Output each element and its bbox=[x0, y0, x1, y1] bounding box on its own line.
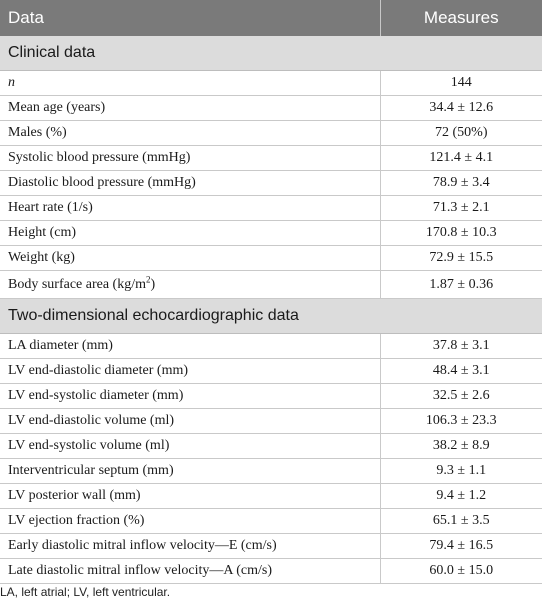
row-label: LV posterior wall (mm) bbox=[0, 483, 381, 509]
table-row: LV end-diastolic diameter (mm) 48.4 ± 3.… bbox=[0, 358, 542, 384]
table-row: Interventricular septum (mm) 9.3 ± 1.1 bbox=[0, 458, 542, 484]
row-value: 72.9 ± 15.5 bbox=[380, 245, 542, 271]
row-label: Body surface area (kg/m2) bbox=[0, 270, 381, 299]
table-header: Data Measures bbox=[0, 0, 542, 36]
row-value: 72 (50%) bbox=[380, 120, 542, 146]
measures-table: Data Measures Clinical data n 144 Mean a… bbox=[0, 0, 542, 584]
row-label-superscript: 2 bbox=[146, 273, 151, 284]
row-label: n bbox=[0, 70, 381, 96]
table-row: LV ejection fraction (%) 65.1 ± 3.5 bbox=[0, 508, 542, 534]
row-label: Interventricular septum (mm) bbox=[0, 458, 381, 484]
row-value: 170.8 ± 10.3 bbox=[380, 220, 542, 246]
row-label: LV end-diastolic diameter (mm) bbox=[0, 358, 381, 384]
table-row: Mean age (years) 34.4 ± 12.6 bbox=[0, 95, 542, 121]
row-label-suffix: ) bbox=[150, 276, 156, 292]
row-value: 37.8 ± 3.1 bbox=[380, 333, 542, 359]
table-row: LV end-systolic diameter (mm) 32.5 ± 2.6 bbox=[0, 383, 542, 409]
row-label: Early diastolic mitral inflow velocity—E… bbox=[0, 533, 381, 559]
row-label: Height (cm) bbox=[0, 220, 381, 246]
row-value: 34.4 ± 12.6 bbox=[380, 95, 542, 121]
table-row: Systolic blood pressure (mmHg) 121.4 ± 4… bbox=[0, 145, 542, 171]
row-label: LV end-systolic volume (ml) bbox=[0, 433, 381, 459]
row-label: LV end-diastolic volume (ml) bbox=[0, 408, 381, 434]
row-value: 79.4 ± 16.5 bbox=[380, 533, 542, 559]
row-label: Systolic blood pressure (mmHg) bbox=[0, 145, 381, 171]
row-label: Weight (kg) bbox=[0, 245, 381, 271]
table-row: n 144 bbox=[0, 70, 542, 96]
row-label: Mean age (years) bbox=[0, 95, 381, 121]
section-row-echo: Two-dimensional echocardiographic data bbox=[0, 298, 542, 334]
table-row: LV posterior wall (mm) 9.4 ± 1.2 bbox=[0, 483, 542, 509]
row-value: 9.3 ± 1.1 bbox=[380, 458, 542, 484]
row-label: LA diameter (mm) bbox=[0, 333, 381, 359]
row-label-text: Body surface area (kg/m bbox=[8, 276, 146, 292]
table-row: Males (%) 72 (50%) bbox=[0, 120, 542, 146]
table-row: LV end-diastolic volume (ml) 106.3 ± 23.… bbox=[0, 408, 542, 434]
row-value: 48.4 ± 3.1 bbox=[380, 358, 542, 384]
row-label: Heart rate (1/s) bbox=[0, 195, 381, 221]
header-data: Data bbox=[0, 0, 381, 36]
row-value: 121.4 ± 4.1 bbox=[380, 145, 542, 171]
table-row: LV end-systolic volume (ml) 38.2 ± 8.9 bbox=[0, 433, 542, 459]
table-body: Clinical data n 144 Mean age (years) 34.… bbox=[0, 36, 542, 584]
table-row: Early diastolic mitral inflow velocity—E… bbox=[0, 533, 542, 559]
row-value: 9.4 ± 1.2 bbox=[380, 483, 542, 509]
row-value: 78.9 ± 3.4 bbox=[380, 170, 542, 196]
table-row: Height (cm) 170.8 ± 10.3 bbox=[0, 220, 542, 246]
row-value: 1.87 ± 0.36 bbox=[380, 270, 542, 299]
section-row-clinical: Clinical data bbox=[0, 36, 542, 71]
row-value: 38.2 ± 8.9 bbox=[380, 433, 542, 459]
table-row: Body surface area (kg/m2) 1.87 ± 0.36 bbox=[0, 270, 542, 299]
row-label: Late diastolic mitral inflow velocity—A … bbox=[0, 558, 381, 584]
table-row: Heart rate (1/s) 71.3 ± 2.1 bbox=[0, 195, 542, 221]
row-label: Diastolic blood pressure (mmHg) bbox=[0, 170, 381, 196]
row-value: 32.5 ± 2.6 bbox=[380, 383, 542, 409]
row-value: 106.3 ± 23.3 bbox=[380, 408, 542, 434]
header-row: Data Measures bbox=[0, 0, 542, 36]
section-title: Clinical data bbox=[0, 36, 542, 71]
section-title: Two-dimensional echocardiographic data bbox=[0, 298, 542, 334]
row-value: 71.3 ± 2.1 bbox=[380, 195, 542, 221]
header-measures: Measures bbox=[380, 0, 542, 36]
table-row: Late diastolic mitral inflow velocity—A … bbox=[0, 558, 542, 584]
table-row: Diastolic blood pressure (mmHg) 78.9 ± 3… bbox=[0, 170, 542, 196]
row-value: 60.0 ± 15.0 bbox=[380, 558, 542, 584]
row-label: Males (%) bbox=[0, 120, 381, 146]
row-value: 144 bbox=[380, 70, 542, 96]
table-row: LA diameter (mm) 37.8 ± 3.1 bbox=[0, 333, 542, 359]
row-label: LV end-systolic diameter (mm) bbox=[0, 383, 381, 409]
row-label: LV ejection fraction (%) bbox=[0, 508, 381, 534]
table-row: Weight (kg) 72.9 ± 15.5 bbox=[0, 245, 542, 271]
data-table-container: Data Measures Clinical data n 144 Mean a… bbox=[0, 0, 542, 584]
row-value: 65.1 ± 3.5 bbox=[380, 508, 542, 534]
table-footnote: LA, left atrial; LV, left ventricular. bbox=[0, 585, 171, 599]
